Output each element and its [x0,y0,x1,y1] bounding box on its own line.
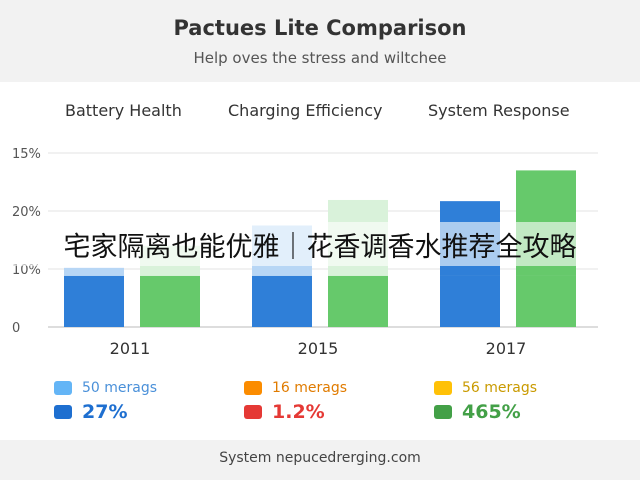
stat-item-1: 27% [54,401,127,423]
bar-base-segment [64,275,124,327]
stat-swatch-blue [54,405,72,419]
legend-item-2: 16 merags [244,380,347,396]
legend-label: 16 merags [272,380,348,396]
stat-swatch-green [434,405,452,419]
chart-subtitle: Help oves the stress and wiltchee [193,49,447,67]
column-header-system-response: System Response [428,101,570,120]
legend-label: 50 merags [82,380,158,396]
x-tick-label: 2011 [110,339,151,358]
stat-item-2: 1.2% [244,401,325,423]
stat-value: 27% [82,401,128,423]
bar-base-segment [252,275,312,327]
x-tick-label: 2017 [486,339,527,358]
stat-swatch-red [244,405,262,419]
column-header-charging-efficiency: Charging Efficiency [228,101,383,120]
column-header-battery-health: Battery Health [65,101,182,120]
chart-title: Pactues Lite Comparison [173,16,467,40]
overlay-text: 宅家隔离也能优雅｜花香调香水推荐全攻略 [63,231,577,263]
stat-value: 1.2% [272,401,325,423]
y-tick-label: 20% [12,205,41,220]
bar-base-segment [140,275,200,327]
y-tick-label: 15% [12,147,41,162]
footer-text: System nepucedrerging.com [219,450,421,466]
legend-swatch-blue [54,381,72,395]
x-tick-label: 2015 [298,339,339,358]
bar-base-segment [440,275,500,327]
stat-item-3: 465% [434,401,521,423]
bar-top-segment [64,267,124,276]
bar-base-segment [516,275,576,327]
legend-swatch-orange [244,381,262,395]
bar-base-segment [328,275,388,327]
legend-item-1: 50 merags [54,380,157,396]
legend-item-3: 56 merags [434,380,537,396]
y-tick-label: 0 [12,321,20,336]
legend-label: 56 merags [462,380,538,396]
stat-value: 465% [462,401,521,423]
y-tick-label: 10% [12,263,41,278]
overlay-banner: 宅家隔离也能优雅｜花香调香水推荐全攻略 [0,222,640,266]
header: Pactues Lite Comparison Help oves the st… [0,0,640,82]
footer: System nepucedrerging.com [0,440,640,480]
legend-swatch-yellow [434,381,452,395]
